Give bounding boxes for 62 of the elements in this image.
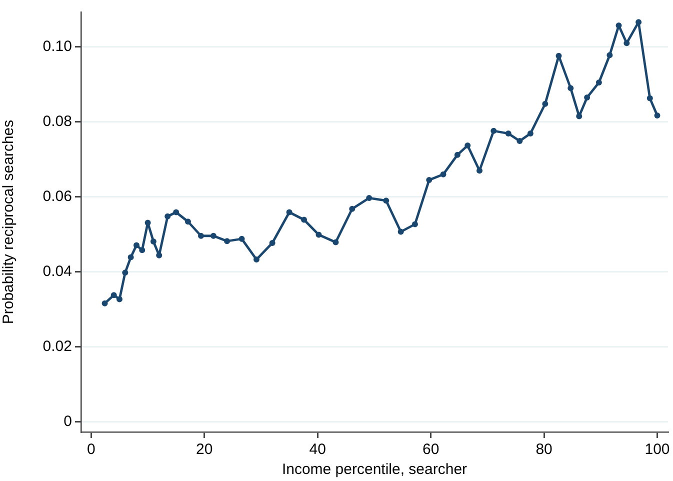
point <box>133 242 140 248</box>
x-axis-title: Income percentile, searcher <box>282 461 468 478</box>
point <box>184 218 191 225</box>
point <box>412 221 418 228</box>
point <box>269 240 276 246</box>
point <box>286 209 292 216</box>
point <box>128 254 134 260</box>
point <box>527 130 534 136</box>
point <box>646 95 653 102</box>
point <box>210 232 216 239</box>
x-tick-label: 60 <box>422 441 440 458</box>
point <box>139 247 146 254</box>
point <box>383 198 390 204</box>
point <box>636 19 642 26</box>
point <box>440 171 446 178</box>
y-axis-title: Probability reciprocal searches <box>0 120 18 324</box>
point <box>606 52 613 58</box>
point <box>301 216 308 223</box>
x-tick-label: 80 <box>536 441 552 458</box>
x-tick-label: 100 <box>644 441 670 458</box>
x-tick-label: 40 <box>309 441 326 458</box>
point <box>596 80 602 86</box>
point <box>238 236 245 242</box>
point <box>576 113 582 120</box>
point <box>110 292 117 298</box>
point <box>173 209 180 216</box>
point <box>516 138 523 144</box>
y-tick-label: 0.08 <box>42 113 72 130</box>
point <box>122 270 128 276</box>
point <box>542 100 548 107</box>
x-tick-label: 0 <box>87 441 96 458</box>
point <box>116 296 122 302</box>
y-tick-label: 0 <box>64 413 72 430</box>
point <box>316 232 322 238</box>
point <box>332 239 339 246</box>
point <box>616 22 622 28</box>
point <box>568 85 574 92</box>
point <box>556 52 562 59</box>
point <box>349 206 356 212</box>
point <box>505 130 512 136</box>
point <box>164 213 171 220</box>
point <box>464 142 471 148</box>
point <box>454 152 460 158</box>
point <box>490 128 497 134</box>
y-tick-label: 0.02 <box>42 338 72 356</box>
point <box>144 220 151 226</box>
point <box>150 238 156 244</box>
point <box>398 228 404 235</box>
point <box>624 40 630 46</box>
point <box>366 195 372 201</box>
y-tick-label: 0.04 <box>42 263 72 280</box>
point <box>584 94 590 100</box>
point <box>654 112 660 118</box>
y-tick-label: 0.06 <box>42 188 72 206</box>
point <box>426 177 432 183</box>
point <box>224 238 230 244</box>
point <box>198 232 204 239</box>
x-tick-label: 20 <box>196 441 213 458</box>
y-tick-label: 0.10 <box>42 38 72 56</box>
point <box>156 252 162 258</box>
point <box>253 256 260 262</box>
point <box>102 300 108 306</box>
